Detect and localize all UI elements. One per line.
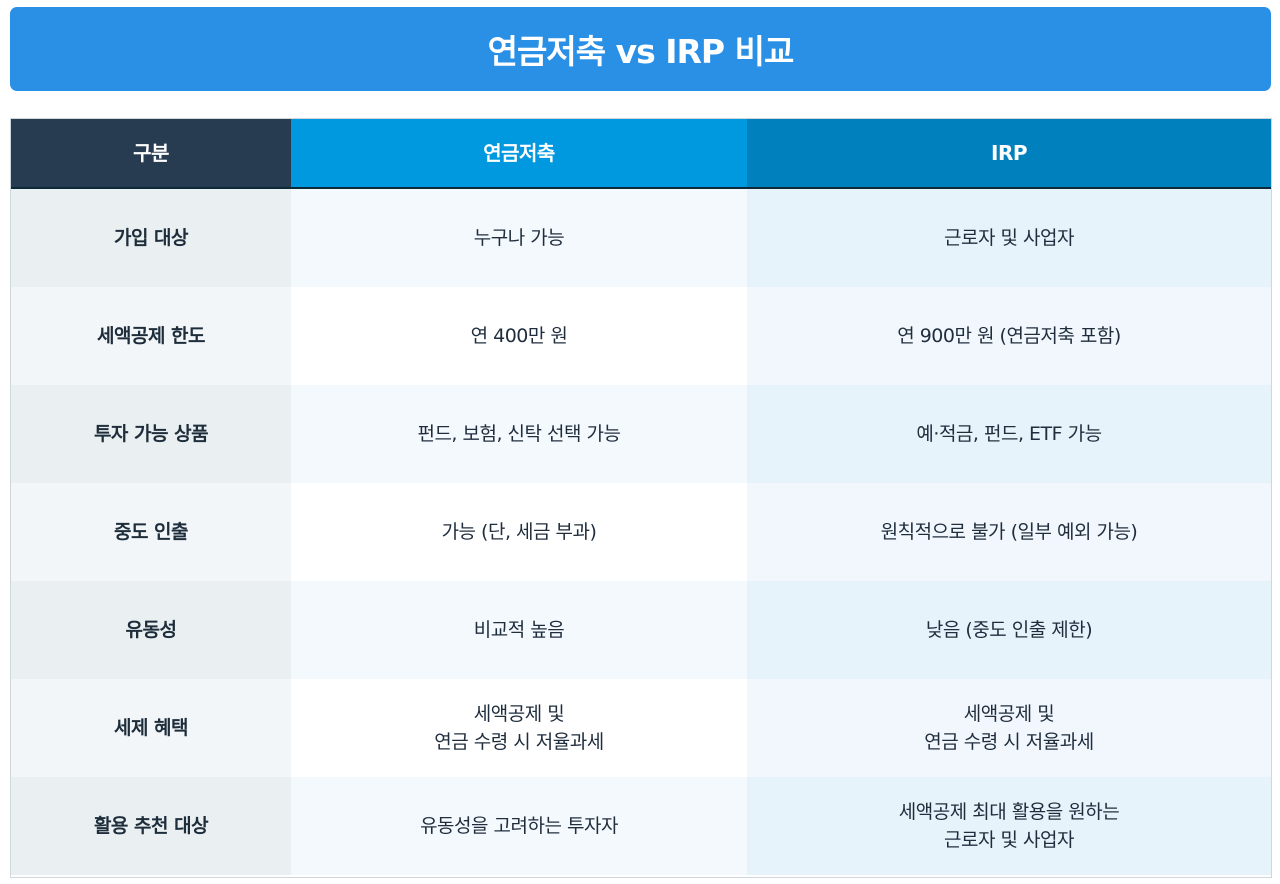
row-label: 가입 대상 <box>11 189 291 287</box>
irp-cell: 낮음 (중도 인출 제한) <box>747 581 1271 679</box>
pension-cell: 연 400만 원 <box>291 287 747 385</box>
header-irp: IRP <box>747 119 1271 189</box>
pension-cell: 누구나 가능 <box>291 189 747 287</box>
irp-cell: 예·적금, 펀드, ETF 가능 <box>747 385 1271 483</box>
irp-cell: 세액공제 최대 활용을 원하는 근로자 및 사업자 <box>747 777 1271 875</box>
row-label: 중도 인출 <box>11 483 291 581</box>
irp-cell: 근로자 및 사업자 <box>747 189 1271 287</box>
pension-cell: 유동성을 고려하는 투자자 <box>291 777 747 875</box>
irp-cell: 원칙적으로 불가 (일부 예외 가능) <box>747 483 1271 581</box>
irp-cell: 세액공제 및 연금 수령 시 저율과세 <box>747 679 1271 777</box>
pension-cell: 비교적 높음 <box>291 581 747 679</box>
page-title: 연금저축 vs IRP 비교 <box>487 32 795 71</box>
comparison-table: 구분 연금저축 IRP 가입 대상 누구나 가능 근로자 및 사업자 세액공제 … <box>10 118 1272 878</box>
row-label: 투자 가능 상품 <box>11 385 291 483</box>
irp-cell: 연 900만 원 (연금저축 포함) <box>747 287 1271 385</box>
row-label: 유동성 <box>11 581 291 679</box>
title-banner: 연금저축 vs IRP 비교 <box>10 7 1271 91</box>
pension-cell: 세액공제 및 연금 수령 시 저율과세 <box>291 679 747 777</box>
pension-cell: 가능 (단, 세금 부과) <box>291 483 747 581</box>
header-category: 구분 <box>11 119 291 189</box>
row-label: 활용 추천 대상 <box>11 777 291 875</box>
pension-cell: 펀드, 보험, 신탁 선택 가능 <box>291 385 747 483</box>
row-label: 세액공제 한도 <box>11 287 291 385</box>
header-pension-savings: 연금저축 <box>291 119 747 189</box>
row-label: 세제 혜택 <box>11 679 291 777</box>
